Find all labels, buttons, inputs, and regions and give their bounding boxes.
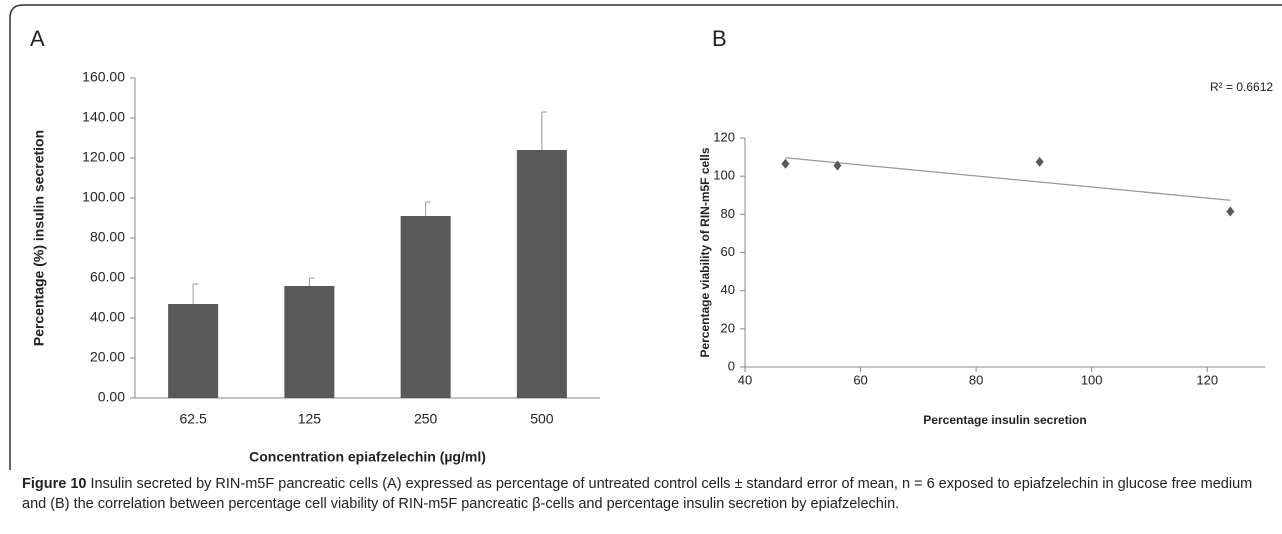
y-tick-label: 80.00 [90,229,125,245]
x-tick-label: 100 [1081,372,1103,387]
x-tick-label: 120 [1196,372,1218,387]
caption-label: Figure 10 [22,476,87,492]
y-tick-label: 20.00 [90,349,125,365]
y-axis-label: Percentage (%) insulin secretion [31,130,47,346]
x-axis-label: Concentration epiafzelechin (µg/ml) [249,449,486,465]
bar [400,216,451,398]
trendline [785,157,1231,201]
y-tick-label: 20 [721,320,735,335]
x-tick-label: 500 [530,411,554,427]
y-tick-label: 120.00 [82,149,125,165]
y-tick-label: 80 [721,206,735,221]
y-tick-label: 0 [728,358,735,373]
annotation: R² = 0.6612 [1210,80,1273,94]
y-tick-label: 40.00 [90,309,125,325]
y-tick-label: 60 [721,244,735,259]
y-tick-label: 100.00 [82,189,125,205]
x-tick-label: 60 [853,372,867,387]
x-tick-label: 250 [414,411,438,427]
bar [284,286,335,398]
x-tick-label: 62.5 [180,411,207,427]
point [1035,156,1044,167]
x-tick-label: 40 [738,372,752,387]
y-tick-label: 0.00 [98,389,125,405]
frame [9,4,1282,470]
bar [168,304,219,398]
y-tick-label: 60.00 [90,269,125,285]
y-axis-label: Percentage viability of RIN-m5F cells [698,147,712,357]
y-tick-label: 160.00 [82,69,125,85]
x-tick-label: 125 [298,411,322,427]
caption-text: Insulin secreted by RIN-m5F pancreatic c… [22,476,1253,512]
point [833,160,842,171]
x-axis-label: Percentage insulin secretion [923,413,1086,427]
caption: Figure 10 Insulin secreted by RIN-m5F pa… [22,474,1262,514]
panel-label: A [30,26,45,51]
y-tick-label: 140.00 [82,109,125,125]
bar [516,150,567,398]
point [1226,206,1235,217]
y-tick-label: 40 [721,282,735,297]
figure: A 0.00 20.00 40.00 60.00 80.00 100.00 120.00 140… [9,4,1282,470]
panel-label: B [712,26,727,51]
x-tick-label: 80 [969,372,983,387]
point [781,158,790,169]
y-tick-label: 120 [713,129,735,144]
y-tick-label: 100 [713,168,735,183]
